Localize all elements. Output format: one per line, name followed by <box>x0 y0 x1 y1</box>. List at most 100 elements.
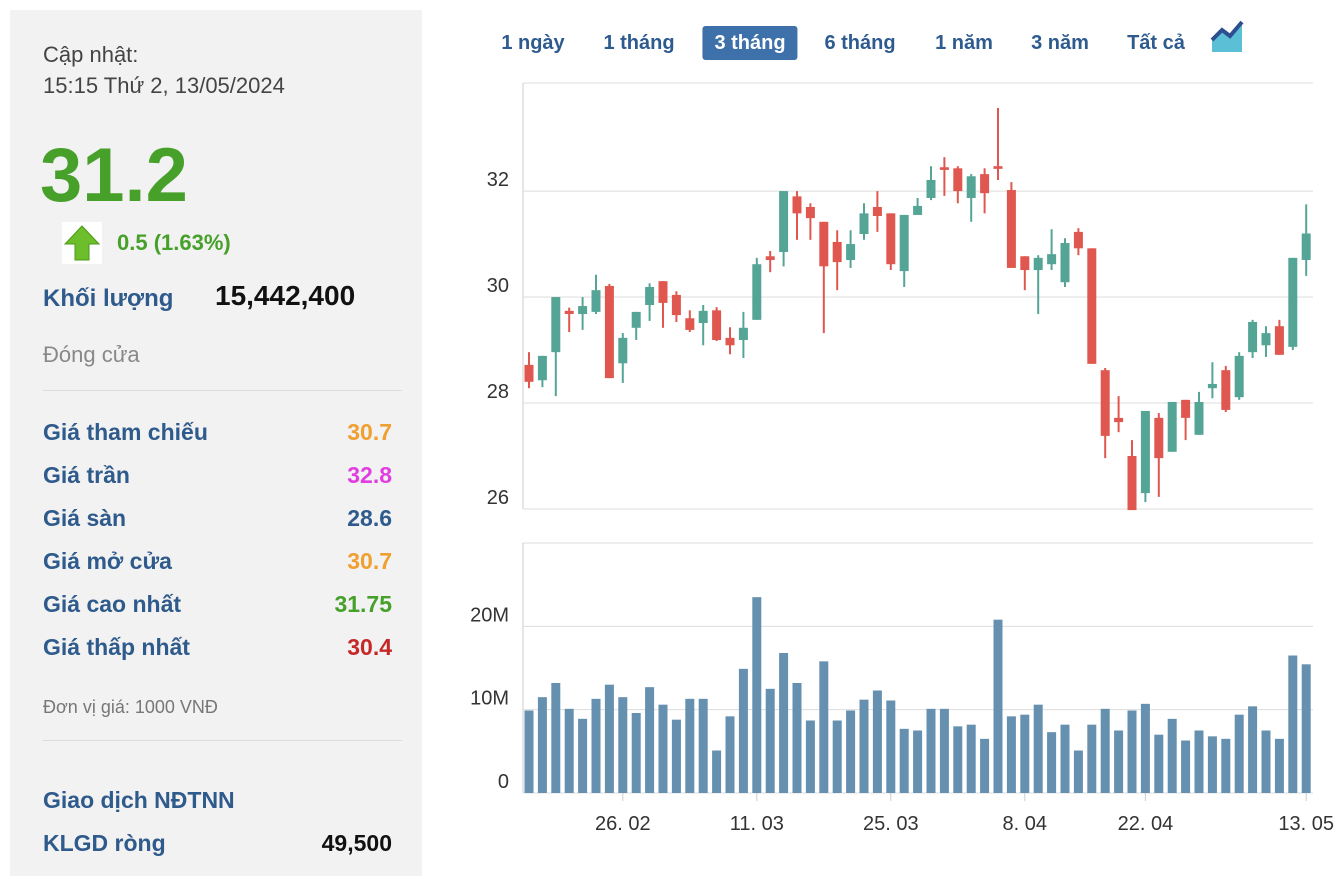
volume-bar <box>805 720 815 793</box>
row-value: 31.75 <box>334 591 392 617</box>
volume-bar <box>524 710 534 793</box>
update-label: Cập nhật: <box>43 42 139 67</box>
candle-body <box>645 286 655 306</box>
volume-bar <box>980 738 990 793</box>
candle-body <box>1020 256 1030 271</box>
price: 31.2 <box>40 133 188 218</box>
candle-body <box>712 310 722 340</box>
volume-bar <box>1140 703 1150 793</box>
volume-bar <box>1261 730 1271 793</box>
candle-body <box>913 205 923 215</box>
candle-body <box>1073 231 1083 249</box>
range-button[interactable]: 1 năm <box>935 32 993 54</box>
volume-bar <box>1114 730 1124 793</box>
candle-body <box>1154 417 1164 459</box>
chart-icon[interactable] <box>1210 20 1244 52</box>
candle-body <box>886 213 896 265</box>
y-tick-label: 10M <box>470 688 509 710</box>
volume-bar <box>1047 732 1057 793</box>
volume-value: 15,442,400 <box>215 280 356 311</box>
volume-bar <box>725 716 735 793</box>
volume-bar <box>604 684 614 793</box>
separator <box>43 390 402 391</box>
candle-body <box>537 355 547 381</box>
volume-bar <box>1274 738 1284 793</box>
row-label: Giá tham chiếu <box>43 419 208 445</box>
candle-body <box>832 241 842 263</box>
candle-body <box>1100 370 1110 436</box>
volume-bar <box>966 724 976 793</box>
row-label: Giá thấp nhất <box>43 634 190 660</box>
candle-body <box>805 206 815 219</box>
candle-body <box>779 191 789 253</box>
range-button[interactable]: 1 tháng <box>603 32 675 54</box>
net-value: 49,500 <box>321 830 392 856</box>
volume-bar <box>738 668 748 793</box>
candle-body <box>1207 383 1217 389</box>
status: Đóng cửa <box>43 342 140 367</box>
volume-bar <box>698 698 708 793</box>
volume-bar <box>913 730 923 793</box>
candle-body <box>685 318 695 330</box>
volume-bar <box>819 661 829 793</box>
candle-body <box>524 364 534 382</box>
row-label: Giá cao nhất <box>43 591 182 617</box>
candle-body <box>578 306 588 315</box>
volume-bar <box>618 697 628 793</box>
volume-bar <box>1167 718 1177 793</box>
candle-body <box>725 337 735 346</box>
volume-bar <box>712 750 722 793</box>
range-button[interactable]: 3 năm <box>1031 32 1089 54</box>
volume-bar <box>1194 730 1204 793</box>
candle-body <box>564 310 574 315</box>
candle-body <box>1274 326 1284 355</box>
volume-bar <box>1221 738 1231 793</box>
candle-body <box>738 327 748 340</box>
candle-body <box>1234 355 1244 398</box>
candle-body <box>671 294 681 316</box>
update-time: 15:15 Thứ 2, 13/05/2024 <box>43 73 285 98</box>
y-tick-label: 30 <box>487 275 509 297</box>
volume-label: Khối lượng <box>43 285 174 312</box>
volume-bar <box>658 704 668 793</box>
range-button[interactable]: Tất cả <box>1127 32 1185 54</box>
range-button[interactable]: 6 tháng <box>824 32 896 54</box>
volume-bar <box>939 708 949 793</box>
y-tick-label: 0 <box>498 771 509 793</box>
row-value: 30.7 <box>347 419 392 445</box>
volume-bar <box>899 728 909 793</box>
candle-body <box>819 221 829 267</box>
volume-bar <box>551 683 561 793</box>
candle-body <box>631 311 641 328</box>
candle-body <box>846 244 856 260</box>
volume-bar <box>1181 740 1191 793</box>
unit-note: Đơn vị giá: 1000 VNĐ <box>43 697 218 717</box>
candle-body <box>1033 257 1043 271</box>
volume-bar <box>537 697 547 793</box>
candle-body <box>859 213 869 235</box>
candle-body <box>551 297 561 353</box>
range-button[interactable]: 3 tháng <box>702 26 798 60</box>
row-label: Giá mở cửa <box>43 548 172 574</box>
row-label: Giá trần <box>43 462 130 488</box>
volume-bar <box>765 688 775 793</box>
candle-body <box>658 281 668 303</box>
net-label: KLGD ròng <box>43 830 166 856</box>
candle-body <box>1261 333 1271 346</box>
candle-body <box>872 206 882 216</box>
candle-body <box>926 179 936 198</box>
candle-body <box>953 168 963 192</box>
volume-bar <box>631 713 641 793</box>
volume-bar <box>1060 724 1070 793</box>
range-button[interactable]: 1 ngày <box>501 32 565 54</box>
volume-bar <box>993 619 1003 793</box>
info-panel: Cập nhật: 15:15 Thứ 2, 13/05/2024 31.2 0… <box>10 10 422 876</box>
volume-bar <box>846 710 856 793</box>
volume-bar <box>1087 724 1097 793</box>
volume-bar <box>1288 655 1298 793</box>
candle-body <box>966 176 976 198</box>
candle-body <box>1060 243 1070 283</box>
volume-bar <box>886 700 896 793</box>
volume-bar <box>859 699 869 793</box>
volume-bar <box>685 698 695 793</box>
